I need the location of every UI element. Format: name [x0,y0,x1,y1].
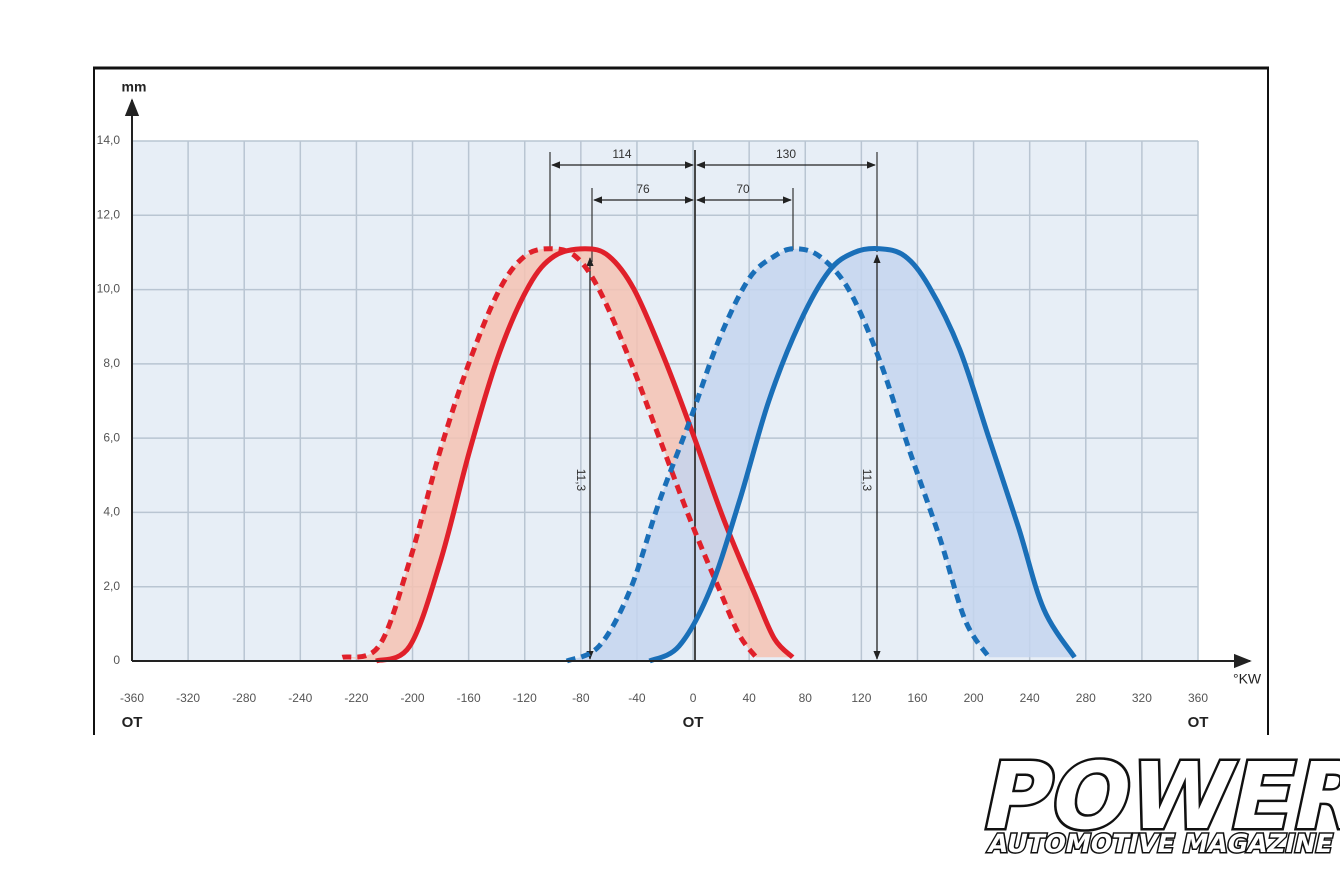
y-tick-label: 0 [113,653,120,667]
x-tick-label: -240 [288,691,312,705]
x-mark-label: OT [683,714,704,731]
y-tick-label: 4,0 [103,505,120,519]
x-tick-label: 120 [851,691,871,705]
x-tick-label: 160 [907,691,927,705]
x-tick-label: -160 [457,691,481,705]
x-tick-label: 0 [690,691,697,705]
dimension-label: 114 [612,147,631,161]
x-tick-label: 240 [1020,691,1040,705]
y-tick-label: 10,0 [97,282,121,296]
x-tick-label: -40 [628,691,646,705]
y-tick-label: 8,0 [103,356,120,370]
x-tick-label: 200 [964,691,984,705]
lift-curve [648,246,1077,664]
lift-curve [565,246,992,664]
lift-curve [375,246,795,664]
logo: POWER AUTOMOTIVE MAGAZINE [971,741,1340,860]
dimension-label: 11,3 [860,469,874,492]
x-tick-label: -320 [176,691,200,705]
x-tick-label: 280 [1076,691,1096,705]
x-tick-label: -220 [344,691,368,705]
x-tick-label: 40 [742,691,756,705]
dimension-label: 11,3 [574,469,588,492]
y-tick-label: 2,0 [103,579,120,593]
x-axis-label: °KW [1233,671,1262,687]
x-tick-label: -200 [401,691,425,705]
x-tick-label: -280 [232,691,256,705]
x-tick-label: -360 [120,691,144,705]
dimension-label: 70 [736,182,750,196]
x-tick-label: 80 [799,691,813,705]
dimension-label: 130 [776,147,796,161]
x-mark-label: OT [122,714,143,731]
x-tick-label: -120 [513,691,537,705]
x-tick-label: -80 [572,691,590,705]
frame [93,66,1269,735]
logo-title: POWER [974,743,1340,850]
y-tick-label: 14,0 [97,133,121,147]
lift-curve [341,246,759,660]
y-tick-label: 12,0 [97,207,121,221]
logo-subtitle: AUTOMOTIVE MAGAZINE [986,829,1336,858]
lift-band [342,248,793,661]
x-tick-label: 360 [1188,691,1208,705]
y-axis-label: mm [122,79,147,95]
dimension-label: 76 [636,182,650,196]
x-mark-label: OT [1188,714,1209,731]
x-tick-label: 320 [1132,691,1152,705]
y-tick-label: 6,0 [103,430,120,444]
